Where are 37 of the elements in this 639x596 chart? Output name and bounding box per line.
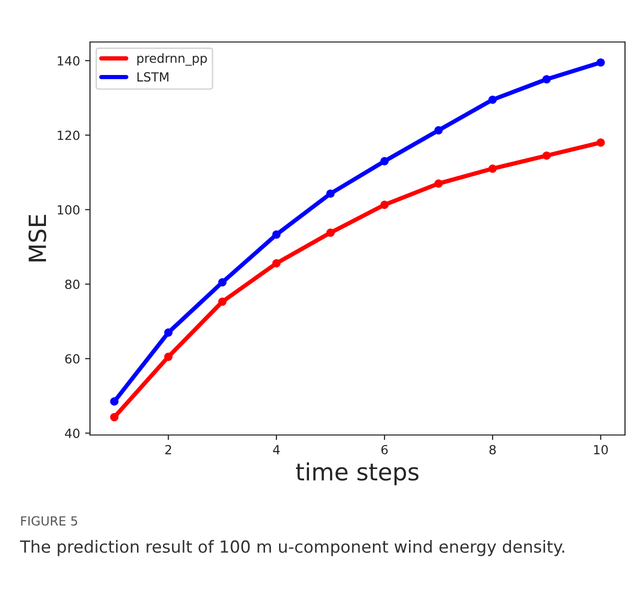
point xyxy=(434,126,443,134)
y-tick-label: 100 xyxy=(58,205,80,215)
point xyxy=(542,75,551,84)
legend-label: LSTM xyxy=(137,72,168,82)
y-tick-label: 140 xyxy=(58,56,80,66)
text: The prediction result of 100 m u-component wind energy density. xyxy=(20,540,564,556)
point xyxy=(488,164,497,173)
y-tick-label: 80 xyxy=(65,280,80,290)
x-axis-title: time steps xyxy=(296,462,418,486)
point xyxy=(272,230,281,239)
point xyxy=(380,157,389,166)
point xyxy=(272,259,281,268)
point xyxy=(326,228,335,237)
point xyxy=(218,297,227,306)
x-tick-label: 8 xyxy=(489,444,496,454)
point xyxy=(326,189,335,198)
y-tick-label: 60 xyxy=(65,354,80,364)
y-tick-label: 40 xyxy=(64,428,80,438)
x-tick-label: 4 xyxy=(273,445,280,454)
x-tick-label: 6 xyxy=(381,444,388,454)
point xyxy=(218,278,227,286)
point xyxy=(380,200,389,209)
legend-label: predrnn_pp xyxy=(137,53,207,66)
point xyxy=(596,138,605,147)
x-tick-label: 2 xyxy=(165,444,172,454)
y-axis-title: MSE xyxy=(28,214,46,262)
point xyxy=(434,179,443,188)
point xyxy=(164,352,173,361)
point xyxy=(488,96,497,104)
point xyxy=(596,58,605,67)
caption: FIGURE 5 xyxy=(21,516,78,526)
point xyxy=(164,328,173,337)
point xyxy=(542,151,551,160)
x-tick-label: 10 xyxy=(594,444,608,454)
point xyxy=(110,412,118,422)
y-tick-label: 120 xyxy=(58,130,80,140)
point xyxy=(110,397,118,406)
